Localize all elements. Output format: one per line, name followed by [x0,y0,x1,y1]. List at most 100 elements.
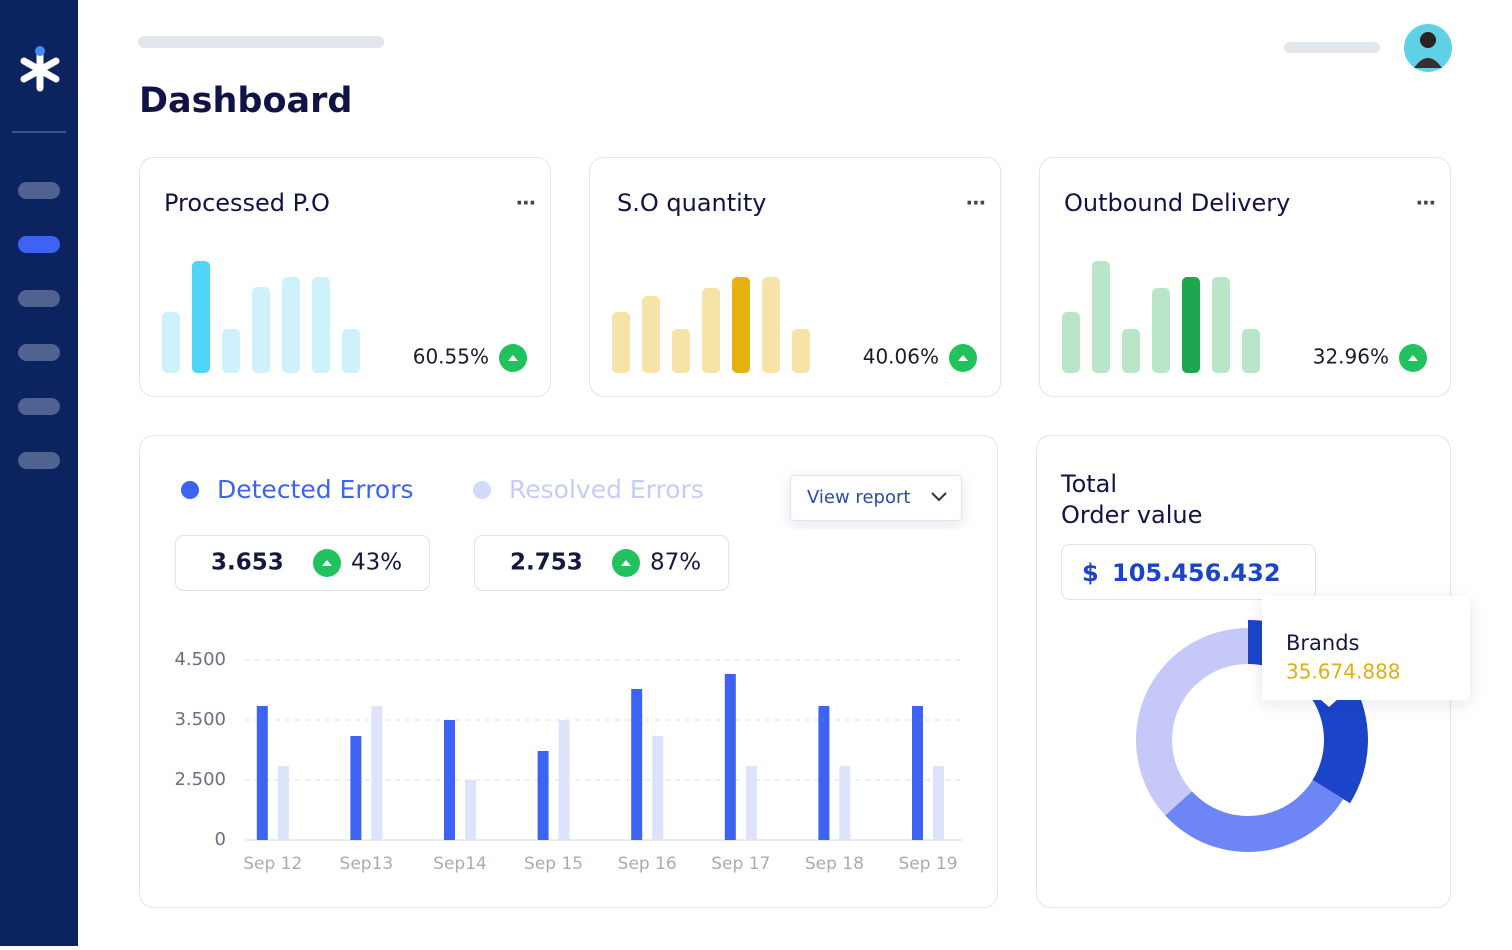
x-tick-label: Sep 19 [898,854,957,874]
trend-up-arrow [1408,355,1418,361]
view-report-button[interactable] [790,475,962,521]
stat-total: 2.753 [510,550,583,576]
stat-total: 3.653 [211,550,284,576]
bar [818,706,830,840]
tooltip-pointer [1320,699,1338,707]
view-report-label[interactable]: View report [807,487,910,508]
breadcrumb-placeholder [138,36,384,48]
stat-change: 87% [650,550,701,576]
nav-item[interactable] [18,452,60,469]
bar [745,766,757,840]
user-name-placeholder [1284,42,1380,53]
y-tick-label: 0 [215,829,226,850]
trend-up-arrow [322,560,332,566]
y-tick-label: 3.500 [174,709,226,730]
logo [20,48,60,92]
x-tick-label: Sep13 [340,854,394,874]
bar [839,766,851,840]
bar [558,720,570,840]
tooltip [1262,596,1470,700]
x-tick-label: Sep 17 [711,854,770,874]
avatar[interactable] [1404,24,1452,72]
x-tick-label: Sep 12 [243,854,302,874]
trend-up-arrow [958,355,968,361]
tooltip-label: Brands [1286,631,1360,655]
card-change: 40.06% [863,345,939,369]
legend-marker [473,481,491,499]
trend-up-arrow [508,355,518,361]
mini-bar [282,277,300,373]
card [1039,157,1451,397]
mini-bar [792,329,810,373]
more-menu[interactable]: ⋯ [1416,191,1436,215]
amount: 105.456.432 [1112,559,1281,587]
y-tick-label: 2.500 [174,769,226,790]
bar [912,706,923,840]
stat-box [474,535,729,591]
x-tick-label: Sep 15 [524,854,583,874]
mini-bar [612,312,630,373]
mini-bar [762,277,780,373]
mini-bar [342,329,360,373]
mini-bar [702,288,720,373]
chevron-down [931,492,947,502]
order-title: Order value [1061,501,1202,529]
bar [724,673,736,840]
mini-bar [1062,312,1080,373]
nav-item-active[interactable] [18,236,60,253]
legend-marker [181,481,199,499]
mini-bar [312,277,330,373]
nav-item[interactable] [18,182,60,199]
legend-label[interactable]: Detected Errors [217,475,414,504]
mini-bar [1212,277,1230,373]
x-tick-label: Sep14 [433,854,487,874]
donut-segment [1136,627,1248,816]
amount-box [1061,544,1316,600]
card [589,157,1001,397]
bar [277,766,289,840]
sidebar [0,0,78,946]
stat-change: 43% [351,550,402,576]
bar [444,720,455,840]
bar [652,736,664,840]
bar [631,688,643,840]
nav-item[interactable] [18,398,60,415]
card [139,157,551,397]
card-title: Processed P.O [164,189,330,217]
logo-dot [35,46,45,56]
bar [256,706,268,840]
mini-bar [642,296,660,373]
mini-bar [1152,288,1170,373]
more-menu[interactable]: ⋯ [516,191,536,215]
mini-bar [672,329,690,373]
bar [350,736,362,840]
bar [537,751,549,840]
mini-bar [732,277,750,373]
mini-bar [252,287,270,373]
card-title: S.O quantity [617,189,766,217]
more-menu[interactable]: ⋯ [966,191,986,215]
x-tick-label: Sep 16 [618,854,677,874]
x-tick-label: Sep 18 [805,854,864,874]
card-change: 32.96% [1313,345,1389,369]
trend-up-arrow [621,560,631,566]
bar [933,766,944,840]
mini-bar [1122,329,1140,373]
order-title: Total [1060,470,1117,498]
mini-bar [222,329,240,373]
page-title: Dashboard [139,81,352,121]
mini-bar [1242,329,1260,373]
currency: $ [1082,559,1099,587]
mini-bar [1092,261,1110,373]
mini-bar [192,261,210,373]
mini-bar [162,312,180,373]
legend-label[interactable]: Resolved Errors [509,475,704,504]
nav-item[interactable] [18,344,60,361]
mini-bar [1182,277,1200,373]
card-change: 60.55% [413,345,489,369]
donut-segment [1165,780,1344,853]
tooltip-value: 35.674.888 [1286,660,1401,684]
nav-item[interactable] [18,290,60,307]
y-tick-label: 4.500 [174,649,226,670]
